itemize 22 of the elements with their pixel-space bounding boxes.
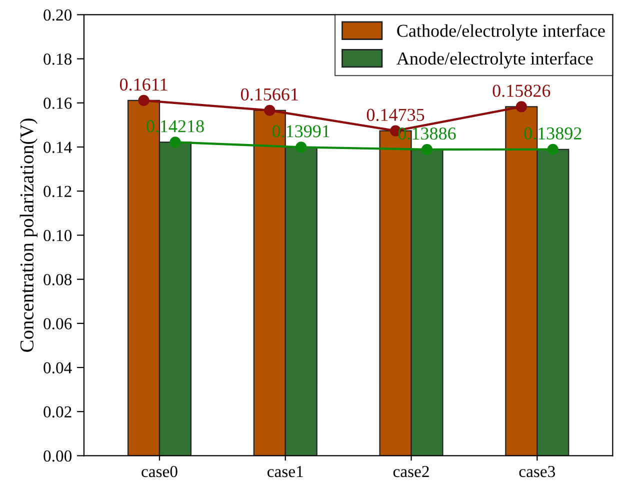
data-label: 0.1611: [120, 78, 168, 91]
y-tick-label: 0.08: [44, 274, 72, 286]
x-tick-label: case3: [519, 466, 555, 478]
legend-label: Anode/electrolyte interface: [396, 52, 593, 68]
x-tick-label: case2: [393, 466, 429, 478]
y-axis-title: Concentration polarization(V): [20, 118, 38, 352]
x-tick-label: case1: [268, 466, 303, 478]
y-tick-label: 0.18: [44, 54, 72, 65]
data-label: 0.15826: [492, 84, 550, 97]
y-tick-label: 0.04: [44, 362, 72, 374]
y-tick-label: 0.20: [44, 9, 72, 21]
y-tick-label: 0.06: [44, 318, 72, 330]
y-tick-label: 0.14: [44, 142, 72, 154]
y-tick-label: 0.10: [44, 230, 72, 242]
data-label: 0.14735: [366, 108, 424, 122]
y-tick-label: 0.00: [44, 450, 72, 462]
y-tick-label: 0.12: [44, 186, 72, 198]
x-tick-label: case0: [142, 466, 178, 478]
data-label: 0.15661: [240, 88, 298, 101]
legend-label: Cathode/electrolyte interface: [397, 24, 605, 41]
y-tick-label: 0.16: [44, 98, 72, 109]
y-tick-label: 0.02: [44, 406, 72, 418]
